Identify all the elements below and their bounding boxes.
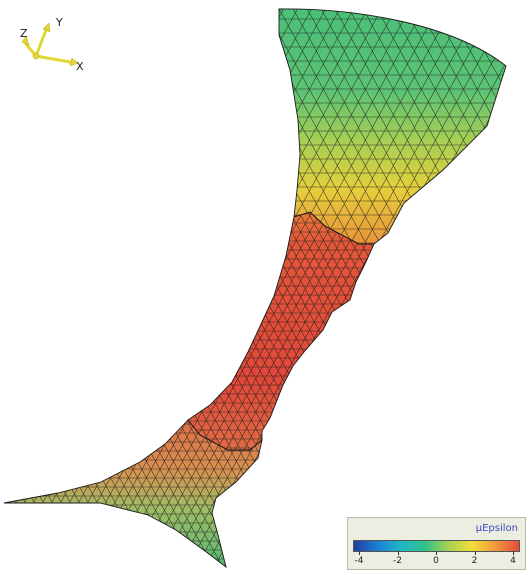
legend-tick-mark [513, 551, 514, 555]
axis-label-y: Y [56, 16, 63, 29]
mesh-wireframe [279, 8, 506, 244]
legend-tick-label: 0 [433, 556, 439, 566]
legend-tick-label: -4 [354, 556, 364, 566]
legend-tick-mark [436, 551, 437, 555]
axis-label-z: Z [20, 27, 28, 40]
axis-label-x: X [76, 60, 84, 73]
mesh-outline [3, 419, 263, 569]
mesh-outline [278, 8, 507, 245]
legend-tick-mark [474, 551, 476, 555]
legend-tick-mark [359, 551, 360, 555]
strain-legend: μEpsilon -4 -2 0 2 4 [347, 517, 526, 570]
legend-tick-label: -2 [393, 556, 402, 566]
legend-tick-label: 4 [510, 556, 516, 566]
mesh-outline [187, 211, 375, 451]
legend-tick-mark [397, 551, 399, 555]
legend-tick-label: 2 [471, 556, 478, 566]
legend-title: μEpsilon [475, 523, 518, 534]
axis-triad [21, 22, 79, 67]
